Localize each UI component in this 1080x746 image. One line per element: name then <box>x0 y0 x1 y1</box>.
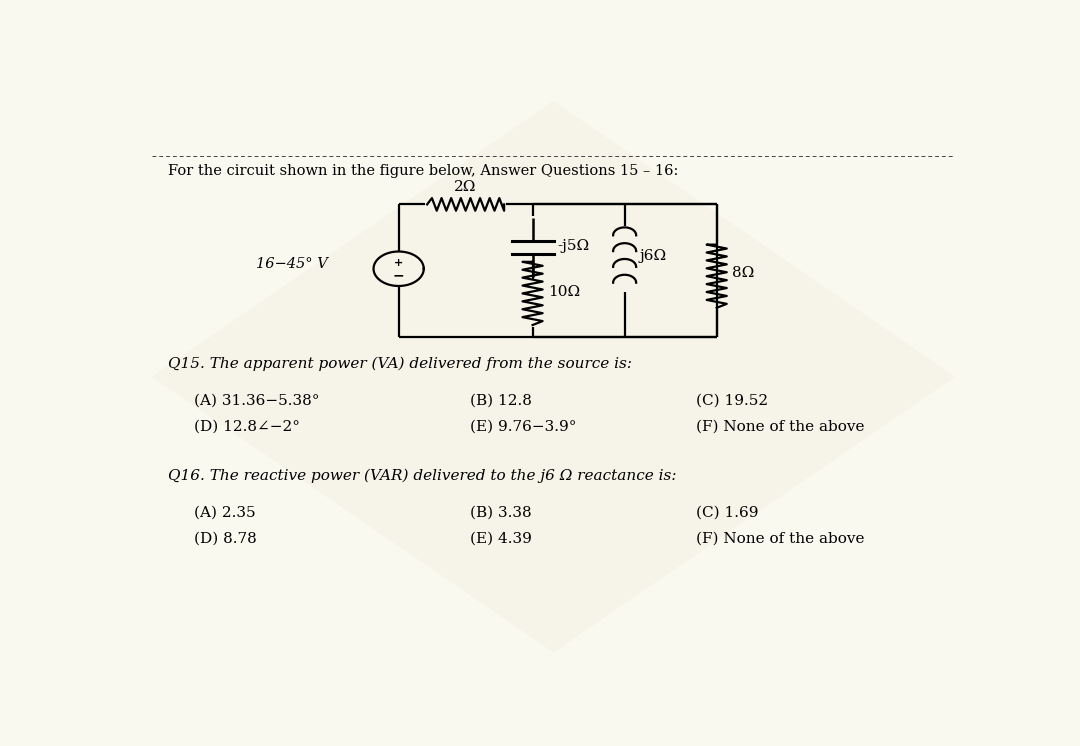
Text: +: + <box>394 258 403 268</box>
Text: (D) 8.78: (D) 8.78 <box>193 532 256 546</box>
Text: 8Ω: 8Ω <box>732 266 754 280</box>
Text: 16−45° V: 16−45° V <box>256 257 327 271</box>
Text: (C) 1.69: (C) 1.69 <box>696 506 758 520</box>
Text: (D) 12.8∠−2°: (D) 12.8∠−2° <box>193 420 299 434</box>
Text: (F) None of the above: (F) None of the above <box>696 420 864 434</box>
Text: (A) 31.36−5.38°: (A) 31.36−5.38° <box>193 394 319 408</box>
Text: Q15. The apparent power (VA) delivered from the source is:: Q15. The apparent power (VA) delivered f… <box>168 357 633 371</box>
Text: (A) 2.35: (A) 2.35 <box>193 506 255 520</box>
Text: j6Ω: j6Ω <box>639 249 666 263</box>
Text: (E) 4.39: (E) 4.39 <box>470 532 531 546</box>
Text: −: − <box>393 269 405 283</box>
Text: 10Ω: 10Ω <box>548 285 580 299</box>
Text: (E) 9.76−3.9°: (E) 9.76−3.9° <box>470 420 577 434</box>
Polygon shape <box>151 101 956 653</box>
Text: Q16. The reactive power (VAR) delivered to the j6 Ω reactance is:: Q16. The reactive power (VAR) delivered … <box>168 468 677 483</box>
Text: For the circuit shown in the figure below, Answer Questions 15 – 16:: For the circuit shown in the figure belo… <box>168 164 679 178</box>
Text: 2Ω: 2Ω <box>455 180 476 194</box>
Text: (F) None of the above: (F) None of the above <box>696 532 864 546</box>
Text: (B) 12.8: (B) 12.8 <box>470 394 531 408</box>
Text: -j5Ω: -j5Ω <box>557 239 590 254</box>
Text: (C) 19.52: (C) 19.52 <box>696 394 768 408</box>
Text: (B) 3.38: (B) 3.38 <box>470 506 531 520</box>
